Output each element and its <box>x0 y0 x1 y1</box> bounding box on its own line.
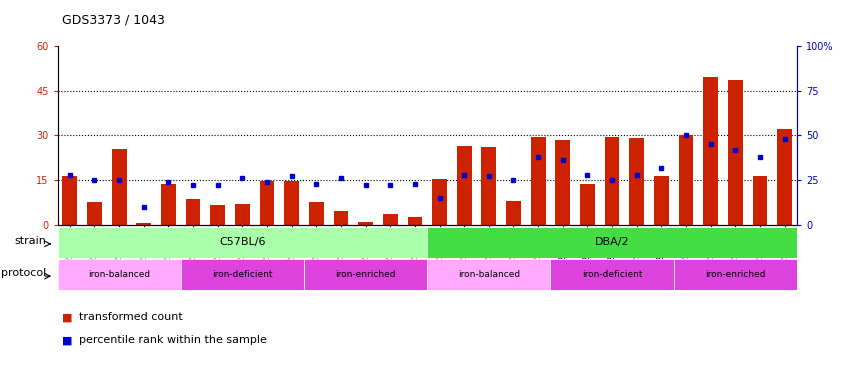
Bar <box>284 182 299 225</box>
Bar <box>185 199 201 225</box>
Bar <box>555 140 570 225</box>
Bar <box>506 201 521 225</box>
Bar <box>427 259 551 290</box>
Bar <box>629 138 644 225</box>
Bar <box>777 129 792 225</box>
Bar <box>383 214 398 225</box>
Bar <box>58 227 427 258</box>
Text: strain: strain <box>14 236 47 246</box>
Bar <box>551 259 673 290</box>
Bar <box>605 137 619 225</box>
Text: transformed count: transformed count <box>79 312 183 322</box>
Bar <box>728 80 743 225</box>
Bar <box>427 227 797 258</box>
Bar <box>654 175 669 225</box>
Bar <box>58 259 181 290</box>
Bar <box>580 184 595 225</box>
Text: iron-enriched: iron-enriched <box>335 270 396 279</box>
Text: ■: ■ <box>62 335 72 345</box>
Text: iron-deficient: iron-deficient <box>212 270 272 279</box>
Bar <box>673 259 797 290</box>
Bar <box>678 136 694 225</box>
Bar <box>333 211 349 225</box>
Bar <box>87 202 102 225</box>
Bar <box>161 184 176 225</box>
Bar <box>211 205 225 225</box>
Bar <box>457 146 471 225</box>
Bar <box>235 204 250 225</box>
Text: iron-balanced: iron-balanced <box>88 270 151 279</box>
Bar <box>309 202 324 225</box>
Text: DBA/2: DBA/2 <box>595 237 629 247</box>
Text: protocol: protocol <box>1 268 47 278</box>
Bar <box>753 175 767 225</box>
Text: iron-deficient: iron-deficient <box>582 270 642 279</box>
Bar <box>181 259 304 290</box>
Text: C57BL/6: C57BL/6 <box>219 237 266 247</box>
Text: iron-enriched: iron-enriched <box>705 270 766 279</box>
Text: iron-balanced: iron-balanced <box>458 270 520 279</box>
Bar <box>703 77 718 225</box>
Bar <box>260 182 274 225</box>
Bar <box>530 137 546 225</box>
Bar <box>358 222 373 225</box>
Text: percentile rank within the sample: percentile rank within the sample <box>79 335 266 345</box>
Bar <box>432 179 447 225</box>
Text: GDS3373 / 1043: GDS3373 / 1043 <box>62 13 165 26</box>
Bar <box>481 147 497 225</box>
Bar <box>304 259 427 290</box>
Bar <box>63 175 77 225</box>
Bar <box>136 223 151 225</box>
Bar <box>408 217 422 225</box>
Bar <box>112 149 127 225</box>
Text: ■: ■ <box>62 312 72 322</box>
